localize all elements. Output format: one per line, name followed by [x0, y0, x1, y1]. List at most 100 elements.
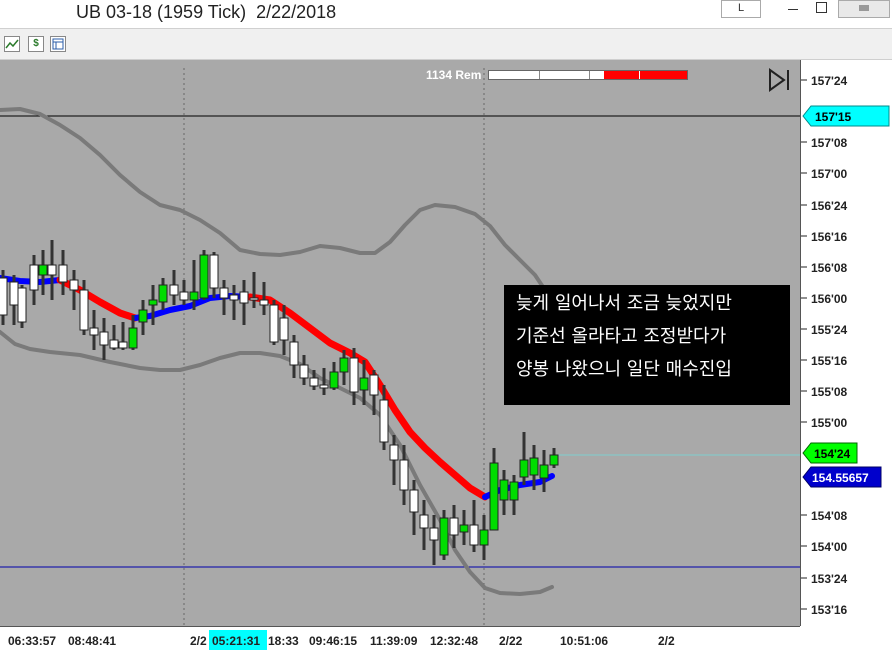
price-tick: 156'24 — [801, 199, 848, 213]
minimize-button[interactable] — [782, 0, 804, 16]
progress-fill — [604, 71, 687, 79]
candle-body[interactable] — [128, 327, 138, 349]
candle-body[interactable] — [279, 317, 289, 341]
candle-body[interactable] — [229, 294, 239, 301]
price-tick: 157'08 — [801, 136, 848, 150]
candle-body[interactable] — [379, 399, 389, 443]
candle-body[interactable] — [29, 264, 39, 291]
maximize-button[interactable] — [810, 0, 832, 16]
candle-body[interactable] — [219, 287, 229, 299]
candle-body[interactable] — [69, 279, 79, 291]
candle-body[interactable] — [189, 291, 199, 301]
time-tick-label: 2/2 — [190, 634, 207, 648]
dollar-icon[interactable]: $ — [28, 36, 44, 52]
price-tick-label: 157'00 — [811, 167, 848, 181]
candle-body[interactable] — [549, 454, 559, 466]
candle-body[interactable] — [419, 514, 429, 529]
candle-body[interactable] — [509, 481, 519, 501]
candle-body[interactable] — [79, 289, 89, 331]
price-axis[interactable]: 157'24 157'08 157'00 156'24 156'16 156'0… — [800, 60, 892, 626]
candle-body[interactable] — [269, 304, 279, 343]
candle-body[interactable] — [47, 264, 57, 276]
candle-body[interactable] — [489, 462, 499, 531]
candle-body[interactable] — [469, 524, 479, 546]
candle-body[interactable] — [429, 527, 439, 541]
candle-body[interactable] — [249, 297, 259, 301]
candle-body[interactable] — [349, 357, 359, 393]
properties-icon[interactable] — [50, 36, 66, 52]
price-tick-label: 153'24 — [811, 572, 848, 586]
time-tick-label: 2/2 — [658, 634, 675, 648]
candle-body[interactable] — [479, 529, 489, 546]
candle-body[interactable] — [329, 371, 339, 389]
candle-body[interactable] — [299, 364, 309, 379]
restore-button[interactable]: L — [721, 0, 761, 18]
dollar-glyph: $ — [33, 38, 39, 49]
candle-body[interactable] — [259, 299, 269, 306]
candle-body[interactable] — [199, 254, 209, 299]
candle-body[interactable] — [359, 377, 369, 391]
candle-body[interactable] — [89, 327, 99, 336]
candle-body[interactable] — [529, 457, 539, 476]
candle-body[interactable] — [369, 374, 379, 396]
candle-body[interactable] — [519, 459, 529, 478]
trade-note-box: 늦게 일어나서 조금 늦었지만 기준선 올라타고 조정받다가 양봉 나왔으니 일… — [504, 285, 790, 405]
progress-segment-divider — [639, 71, 640, 79]
candle-body[interactable] — [17, 287, 27, 323]
candle-body[interactable] — [38, 264, 48, 276]
candle-body[interactable] — [389, 444, 399, 461]
moving-average-value-marker[interactable]: 154.55657 — [802, 466, 882, 488]
candle-body[interactable] — [309, 377, 319, 387]
chart-icon-glyph — [5, 39, 19, 49]
time-axis[interactable]: 06:33:57 08:48:41 2/2 05:21:31 18:33 09:… — [0, 626, 800, 652]
price-tick: 155'08 — [801, 385, 848, 399]
candle-body[interactable] — [539, 464, 549, 479]
candle-body[interactable] — [409, 489, 419, 513]
candle-body[interactable] — [158, 284, 168, 303]
price-tick-label: 156'24 — [811, 199, 848, 213]
last-price-label: 154'24 — [814, 447, 851, 461]
time-tick-label: 09:46:15 — [309, 634, 357, 648]
candle-body[interactable] — [439, 517, 449, 556]
candle-body[interactable] — [148, 299, 158, 306]
candle-body[interactable] — [179, 291, 189, 301]
price-tick-label: 154'08 — [811, 509, 848, 523]
candle-body[interactable] — [459, 524, 469, 533]
minimize-icon — [788, 9, 798, 10]
candle-body[interactable] — [169, 284, 179, 296]
candle-body[interactable] — [499, 479, 509, 501]
candle-body[interactable] — [239, 291, 249, 304]
close-icon — [859, 5, 869, 11]
trade-note-line: 늦게 일어나서 조금 늦었지만 — [516, 293, 732, 314]
price-tick: 156'08 — [801, 261, 848, 275]
trade-note-line: 기준선 올라타고 조정받다가 — [516, 326, 727, 347]
candle-body[interactable] — [339, 357, 349, 373]
price-tick-label: 155'00 — [811, 416, 848, 430]
candle-body[interactable] — [449, 517, 459, 536]
price-tick-label: 155'16 — [811, 354, 848, 368]
chart-icon[interactable] — [4, 36, 20, 52]
price-tick-label: 156'16 — [811, 230, 848, 244]
close-button[interactable] — [838, 0, 890, 18]
candle-body[interactable] — [0, 277, 8, 316]
candle-body[interactable] — [118, 341, 128, 349]
candle-body[interactable] — [138, 309, 148, 323]
candle-body[interactable] — [58, 264, 68, 283]
candle-body[interactable] — [109, 339, 119, 349]
candle-body[interactable] — [209, 254, 219, 289]
last-price-marker[interactable]: 154'24 — [802, 442, 858, 464]
candle-body[interactable] — [99, 331, 109, 346]
candlesticks — [0, 240, 559, 565]
price-tick-label: 155'24 — [811, 323, 848, 337]
candle-body[interactable] — [399, 459, 409, 491]
candle-body[interactable] — [9, 281, 19, 306]
price-tick: 157'00 — [801, 167, 848, 181]
price-tick: 153'24 — [801, 572, 848, 586]
candle-body[interactable] — [289, 341, 299, 366]
tick-progress-bar — [488, 70, 688, 80]
price-chart[interactable] — [0, 60, 800, 626]
upper-line-price-marker[interactable]: 157'15 — [802, 105, 890, 127]
time-tick-label: 2/22 — [499, 634, 523, 648]
skip-end-icon[interactable] — [769, 68, 789, 92]
candle-body[interactable] — [319, 384, 329, 389]
